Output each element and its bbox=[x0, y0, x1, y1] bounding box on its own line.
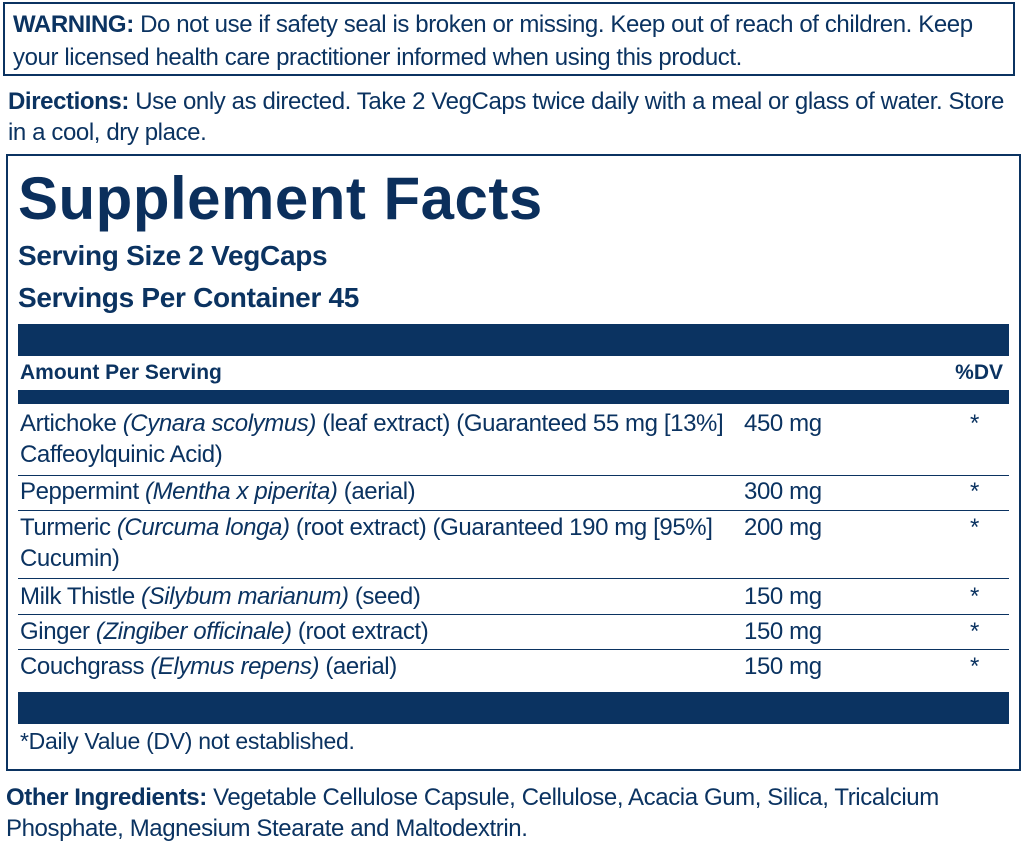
ingredient-row: Artichoke (Cynara scolymus) (leaf extrac… bbox=[18, 408, 1009, 476]
other-ingredients-label: Other Ingredients: bbox=[6, 784, 207, 811]
ingredient-amount: 450 mg bbox=[744, 410, 822, 437]
ingredient-row: Couchgrass (Elymus repens) (aerial) 150 … bbox=[18, 651, 1009, 684]
supplement-facts-panel: Supplement Facts Serving Size 2 VegCaps … bbox=[6, 154, 1021, 771]
warning-text: Do not use if safety seal is broken or m… bbox=[13, 11, 973, 71]
ingredient-amount: 150 mg bbox=[744, 653, 822, 680]
ingredient-detail: (root extract) (Guaranteed 190 mg [95%] … bbox=[20, 514, 713, 572]
other-ingredients: Other Ingredients: Vegetable Cellulose C… bbox=[6, 782, 1016, 844]
facts-title: Supplement Facts bbox=[18, 165, 543, 232]
ingredient-row: Milk Thistle (Silybum marianum) (seed) 1… bbox=[18, 581, 1009, 615]
dv-header: %DV bbox=[955, 361, 1003, 384]
dv-footnote: *Daily Value (DV) not established. bbox=[20, 728, 355, 754]
ingredient-row: Peppermint (Mentha x piperita) (aerial) … bbox=[18, 476, 1009, 511]
servings-per-container: Servings Per Container 45 bbox=[18, 282, 360, 313]
warning-box: WARNING: Do not use if safety seal is br… bbox=[3, 2, 1015, 76]
ingredient-detail: (seed) bbox=[348, 583, 421, 610]
other-ingredients-text: Vegetable Cellulose Capsule, Cellulose, … bbox=[6, 784, 939, 842]
ingredient-detail: (aerial) bbox=[319, 653, 397, 680]
ingredient-detail: (aerial) bbox=[337, 478, 416, 505]
ingredient-latin: (Cynara scolymus) bbox=[122, 410, 317, 437]
ingredient-latin: (Mentha x piperita) bbox=[145, 478, 338, 505]
ingredient-detail: (root extract) bbox=[291, 618, 429, 645]
ingredient-name: Ginger bbox=[20, 618, 96, 645]
ingredient-row: Turmeric (Curcuma longa) (root extract) … bbox=[18, 512, 1009, 579]
thick-divider bbox=[18, 324, 1009, 356]
ingredient-dv: * bbox=[970, 514, 979, 541]
serving-size: Serving Size 2 VegCaps bbox=[18, 240, 328, 271]
ingredient-name: Artichoke bbox=[20, 410, 123, 437]
ingredient-amount: 200 mg bbox=[744, 514, 822, 541]
ingredient-amount: 150 mg bbox=[744, 583, 822, 610]
ingredient-row: Ginger (Zingiber officinale) (root extra… bbox=[18, 616, 1009, 650]
directions-text: Use only as directed. Take 2 VegCaps twi… bbox=[8, 88, 1004, 146]
ingredient-latin: (Curcuma longa) bbox=[116, 514, 290, 541]
ingredient-latin: (Elymus repens) bbox=[150, 653, 320, 680]
ingredient-dv: * bbox=[970, 653, 979, 680]
ingredient-name: Turmeric bbox=[20, 514, 117, 541]
ingredient-name: Couchgrass bbox=[20, 653, 151, 680]
directions-label: Directions: bbox=[8, 88, 129, 115]
amount-per-serving-header: Amount Per Serving bbox=[20, 361, 222, 384]
ingredient-dv: * bbox=[970, 478, 979, 505]
ingredient-latin: (Silybum marianum) bbox=[141, 583, 349, 610]
ingredient-name: Peppermint bbox=[20, 478, 145, 505]
ingredient-dv: * bbox=[970, 410, 979, 437]
warning-label: WARNING: bbox=[13, 11, 134, 38]
directions: Directions: Use only as directed. Take 2… bbox=[8, 86, 1008, 148]
medium-divider bbox=[18, 390, 1009, 404]
ingredient-amount: 300 mg bbox=[744, 478, 822, 505]
ingredient-amount: 150 mg bbox=[744, 618, 822, 645]
ingredient-latin: (Zingiber officinale) bbox=[95, 618, 292, 645]
ingredient-dv: * bbox=[970, 618, 979, 645]
thick-divider bbox=[18, 692, 1009, 724]
ingredient-dv: * bbox=[970, 583, 979, 610]
ingredient-name: Milk Thistle bbox=[20, 583, 142, 610]
ingredient-detail: (leaf extract) (Guaranteed 55 mg [13%] C… bbox=[20, 410, 724, 468]
